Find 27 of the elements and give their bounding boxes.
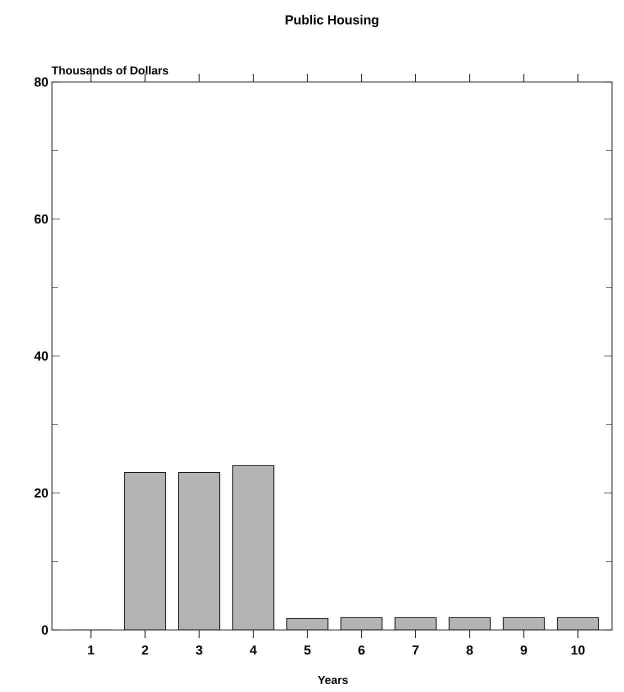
x-tick-label: 5 — [304, 646, 311, 655]
bar — [449, 618, 490, 630]
x-tick-label: 1 — [88, 646, 94, 654]
bar — [395, 618, 436, 630]
bar — [340, 618, 382, 630]
x-tick-label: 3 — [196, 646, 202, 655]
x-tick-label: 8 — [466, 646, 473, 655]
x-tick-label: 2 — [142, 646, 148, 655]
x-tick-label: 6 — [358, 646, 365, 655]
x-tick-label: 10 — [572, 646, 585, 655]
y-tick-label: 80 — [34, 77, 48, 87]
bar — [124, 472, 166, 630]
y-tick-label: 40 — [34, 351, 48, 361]
bar — [178, 472, 220, 630]
bar — [503, 618, 544, 630]
bar — [556, 617, 599, 630]
y-axis-title: Thousands of Dollars — [52, 66, 168, 74]
bar — [286, 618, 328, 630]
x-tick-label: 7 — [412, 646, 419, 654]
y-tick-label: 0 — [42, 625, 48, 635]
y-tick-label: 60 — [34, 214, 48, 224]
y-tick-label: 20 — [34, 488, 48, 498]
bar — [232, 466, 274, 630]
x-tick-label: 4 — [250, 646, 257, 654]
x-axis-title: Years — [318, 676, 348, 684]
chart-title: Public Housing — [286, 14, 378, 28]
x-tick-label: 9 — [520, 646, 527, 655]
